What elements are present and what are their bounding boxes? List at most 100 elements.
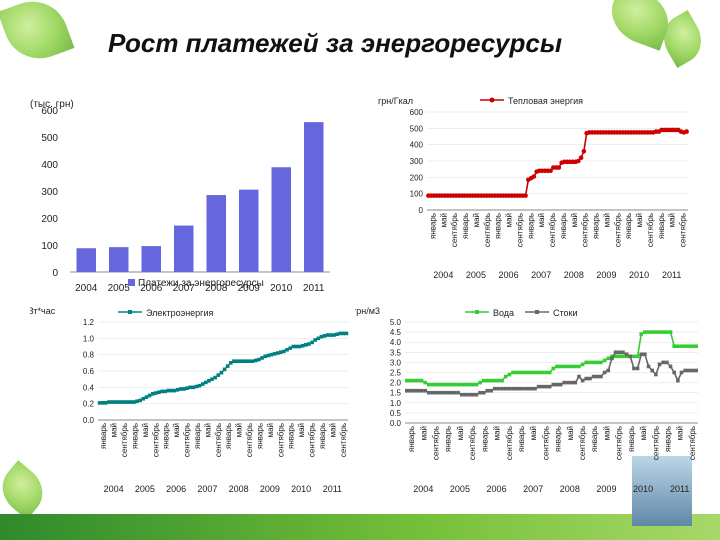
month-label: сентябрь bbox=[183, 423, 192, 457]
data-point bbox=[500, 386, 504, 391]
data-point bbox=[610, 356, 614, 361]
year-label: 2010 bbox=[629, 270, 649, 280]
data-point bbox=[412, 378, 416, 383]
legend-label: Стоки bbox=[553, 308, 578, 318]
data-point bbox=[683, 344, 687, 349]
data-point bbox=[544, 370, 548, 375]
data-point bbox=[621, 350, 625, 355]
x-tick-label: 2006 bbox=[140, 283, 163, 294]
data-point bbox=[116, 400, 121, 404]
data-point bbox=[210, 377, 214, 381]
data-point bbox=[511, 370, 515, 375]
data-point bbox=[441, 390, 446, 395]
y-tick-label: 0 bbox=[419, 206, 424, 215]
data-point bbox=[107, 400, 111, 404]
data-point bbox=[194, 384, 199, 389]
month-label: сентябрь bbox=[245, 423, 254, 457]
data-point bbox=[672, 370, 676, 375]
data-point bbox=[573, 380, 578, 385]
data-point bbox=[665, 330, 669, 334]
month-label: январь bbox=[559, 213, 568, 239]
data-point bbox=[157, 390, 161, 395]
bar-2008 bbox=[206, 195, 226, 272]
data-point bbox=[525, 386, 530, 391]
y-tick-label: 1.0 bbox=[390, 399, 402, 408]
legend-marker bbox=[475, 310, 479, 314]
data-point bbox=[580, 378, 585, 383]
data-point bbox=[113, 400, 117, 404]
data-point bbox=[266, 353, 271, 358]
data-point bbox=[687, 368, 691, 373]
month-label: январь bbox=[162, 423, 171, 449]
data-point bbox=[606, 356, 611, 361]
data-point bbox=[577, 374, 581, 379]
data-point bbox=[578, 155, 584, 161]
data-point bbox=[566, 380, 570, 385]
data-point bbox=[182, 387, 186, 391]
chart-annual-payments: (тыс. грн) 0 100 200 300 400 500 600 2004 2005 200… bbox=[30, 99, 330, 294]
month-label: январь bbox=[657, 213, 666, 239]
month-label: май bbox=[676, 426, 685, 440]
data-point bbox=[639, 332, 644, 336]
year-label: 2008 bbox=[564, 270, 584, 280]
data-point bbox=[445, 390, 449, 395]
data-point bbox=[213, 375, 217, 380]
month-label: май bbox=[203, 423, 212, 437]
data-point bbox=[478, 390, 482, 395]
data-point bbox=[269, 352, 274, 357]
series-line-1 bbox=[406, 351, 697, 396]
data-point bbox=[569, 380, 574, 385]
data-point bbox=[441, 382, 446, 387]
data-point bbox=[463, 392, 468, 397]
page-title: Рост платежей за энергоресурсы bbox=[108, 28, 563, 58]
data-point bbox=[518, 386, 523, 391]
data-point bbox=[175, 387, 180, 392]
year-label: 2005 bbox=[135, 484, 155, 494]
data-point bbox=[163, 389, 167, 394]
data-point bbox=[341, 331, 346, 336]
data-point bbox=[412, 388, 416, 393]
data-point bbox=[654, 330, 658, 334]
data-point bbox=[602, 370, 607, 375]
data-point bbox=[307, 342, 311, 346]
data-point bbox=[229, 361, 233, 365]
building-picture bbox=[632, 456, 692, 526]
data-point bbox=[665, 360, 669, 365]
data-point bbox=[558, 382, 563, 387]
data-point bbox=[522, 386, 526, 391]
data-point bbox=[244, 359, 249, 363]
data-point bbox=[639, 352, 644, 357]
year-label: 2008 bbox=[229, 484, 249, 494]
data-point bbox=[434, 390, 438, 395]
data-point bbox=[672, 344, 676, 349]
data-point bbox=[503, 374, 508, 379]
data-point bbox=[257, 357, 261, 362]
month-label: май bbox=[172, 423, 181, 437]
month-label: сентябрь bbox=[646, 213, 655, 247]
month-label: май bbox=[566, 426, 575, 440]
data-point bbox=[635, 366, 640, 371]
data-point bbox=[492, 386, 497, 391]
month-label: январь bbox=[428, 213, 437, 239]
data-point bbox=[547, 384, 552, 389]
month-label: январь bbox=[526, 213, 535, 239]
year-label: 2006 bbox=[487, 484, 507, 494]
data-point bbox=[119, 400, 124, 404]
data-point bbox=[577, 364, 581, 369]
data-point bbox=[668, 364, 673, 369]
month-label: январь bbox=[287, 423, 296, 449]
data-point bbox=[485, 378, 490, 383]
year-label: 2004 bbox=[413, 484, 433, 494]
data-point bbox=[632, 366, 636, 371]
y-tick-label: 100 bbox=[410, 190, 424, 199]
data-point bbox=[129, 400, 133, 404]
data-point bbox=[573, 364, 578, 369]
data-point bbox=[507, 372, 512, 377]
data-point bbox=[235, 359, 239, 363]
data-point bbox=[247, 359, 252, 363]
bar-2009 bbox=[239, 189, 259, 272]
data-point bbox=[492, 378, 497, 383]
month-label: май bbox=[456, 426, 465, 440]
y-tick-label: 0.0 bbox=[390, 419, 402, 428]
month-label: январь bbox=[554, 426, 563, 452]
